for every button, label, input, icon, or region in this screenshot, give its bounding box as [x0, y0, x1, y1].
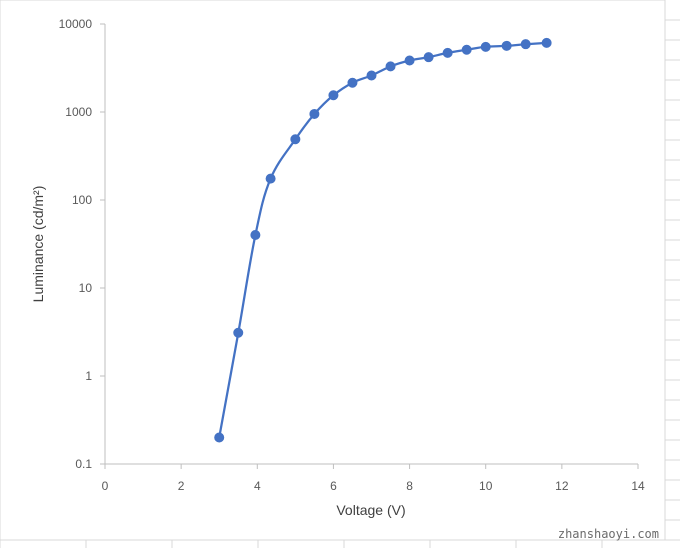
y-axis-title: Luminance (cd/m²): [30, 186, 46, 303]
data-point: [404, 55, 415, 66]
x-tick-label: 6: [330, 479, 337, 493]
data-point: [290, 134, 301, 145]
data-point: [385, 61, 396, 72]
y-tick-label: 0.1: [75, 457, 92, 471]
x-axis-title: Voltage (V): [336, 502, 405, 518]
y-tick-label: 100: [72, 193, 92, 207]
data-point: [501, 40, 512, 51]
data-point: [480, 41, 491, 52]
data-point: [328, 90, 339, 101]
data-point: [265, 173, 276, 184]
data-point: [366, 70, 377, 81]
data-point: [233, 327, 244, 338]
y-tick-label: 1000: [65, 105, 92, 119]
x-tick-label: 2: [178, 479, 185, 493]
x-tick-label: 14: [631, 479, 645, 493]
data-point: [520, 39, 531, 50]
data-point: [442, 47, 453, 58]
series-layer: [214, 37, 552, 443]
y-tick-label: 10000: [59, 17, 93, 31]
watermark: zhanshaoyi.com: [558, 527, 659, 541]
data-point: [461, 44, 472, 55]
data-point: [214, 432, 225, 443]
data-point: [309, 108, 320, 119]
x-tick-label: 12: [555, 479, 569, 493]
axis-ticks: 0 2 4 6 8 10 12 14 0.1 1 10 100 1000 10000: [59, 17, 645, 493]
chart-area: [0, 0, 666, 541]
data-point: [423, 52, 434, 63]
data-point: [347, 77, 358, 88]
x-tick-label: 4: [254, 479, 261, 493]
y-tick-label: 1: [85, 369, 92, 383]
data-point: [250, 230, 261, 241]
x-tick-label: 10: [479, 479, 493, 493]
data-point: [541, 37, 552, 48]
y-tick-label: 10: [79, 281, 93, 295]
x-tick-label: 0: [102, 479, 109, 493]
x-tick-label: 8: [406, 479, 413, 493]
